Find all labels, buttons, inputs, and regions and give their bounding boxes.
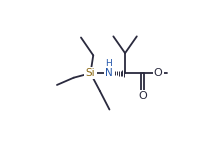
Text: O: O bbox=[154, 68, 162, 78]
Text: N: N bbox=[105, 68, 113, 78]
Text: Si: Si bbox=[86, 68, 95, 78]
Text: O: O bbox=[139, 91, 147, 101]
Text: H: H bbox=[106, 59, 112, 68]
